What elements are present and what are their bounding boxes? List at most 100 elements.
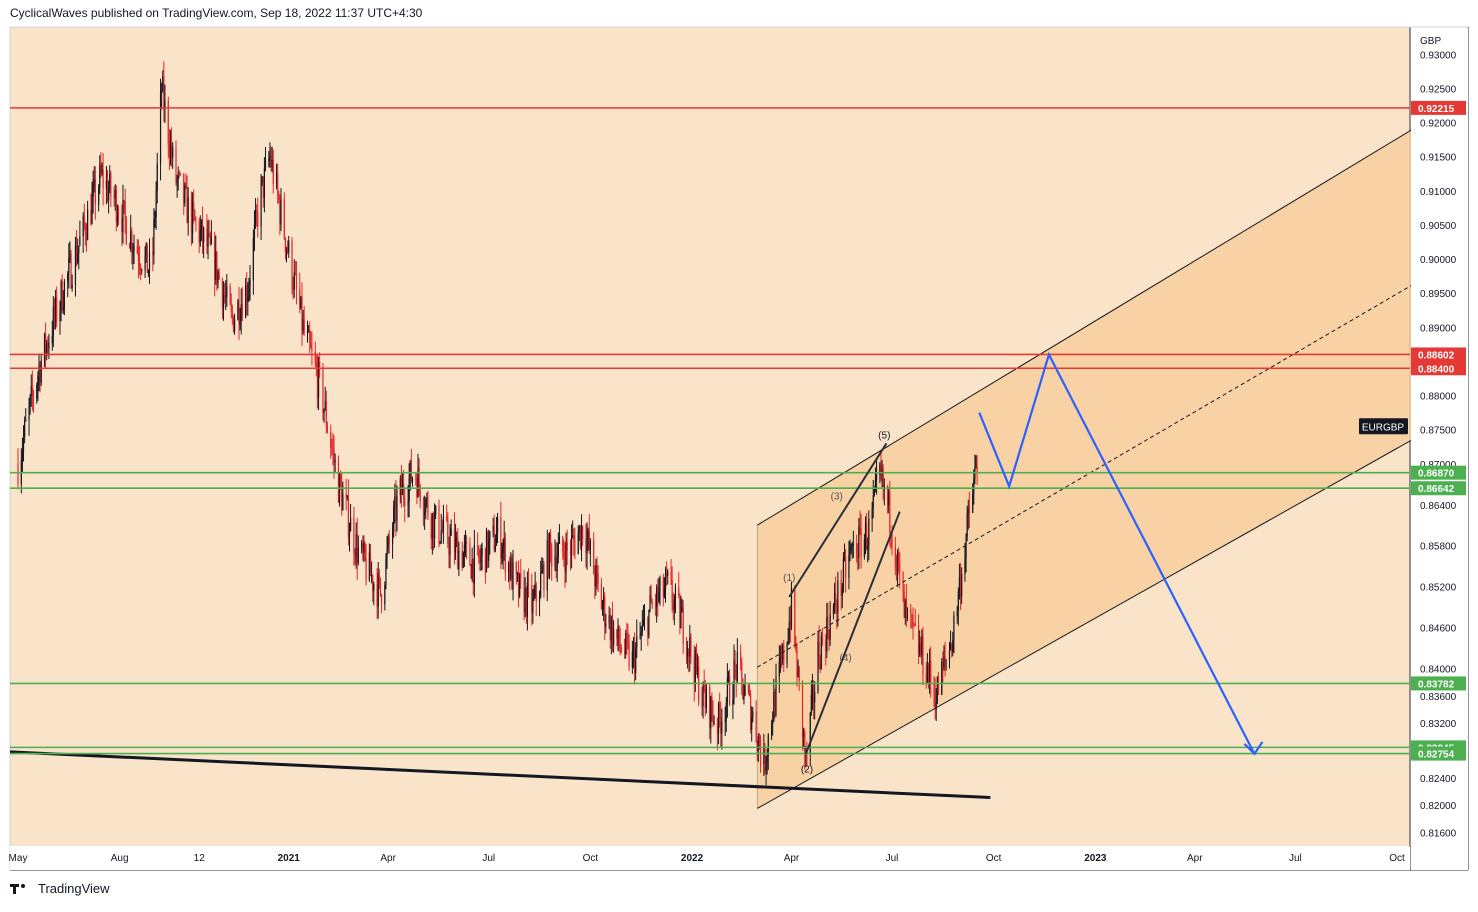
candle-body bbox=[595, 565, 597, 587]
candle-body bbox=[92, 185, 94, 197]
level-badge-label: 0.86870 bbox=[1418, 469, 1455, 480]
publisher-info: CyclicalWaves published on TradingView.c… bbox=[10, 6, 423, 20]
candle-body bbox=[680, 611, 682, 629]
candle-body bbox=[241, 303, 243, 318]
candle-body bbox=[565, 541, 567, 573]
candle-body bbox=[783, 645, 785, 664]
candle-body bbox=[682, 607, 684, 644]
candle-body bbox=[462, 553, 464, 568]
candle-body bbox=[741, 662, 743, 679]
candle-body bbox=[271, 159, 273, 168]
candle-body bbox=[146, 243, 148, 274]
wave-label: (2) bbox=[801, 764, 813, 775]
candle-body bbox=[956, 611, 958, 616]
candle-body bbox=[480, 555, 482, 563]
candle-body bbox=[659, 577, 661, 592]
price-tick-label: 0.90000 bbox=[1420, 255, 1457, 266]
candle-body bbox=[40, 360, 42, 383]
level-badge-label: 0.88602 bbox=[1418, 350, 1455, 361]
candle-body bbox=[880, 464, 882, 476]
candle-body bbox=[867, 545, 869, 550]
candle-body bbox=[393, 507, 395, 532]
candle-body bbox=[458, 549, 460, 570]
candle-body bbox=[866, 522, 868, 550]
candle-body bbox=[828, 633, 830, 640]
candle-body bbox=[526, 582, 528, 617]
candle-body bbox=[551, 546, 553, 567]
candle-body bbox=[155, 191, 157, 218]
candle-body bbox=[71, 284, 73, 288]
candle-body bbox=[689, 636, 691, 656]
candle-body bbox=[147, 270, 149, 274]
candle-body bbox=[510, 558, 512, 580]
candle-body bbox=[439, 541, 441, 543]
candle-body bbox=[419, 485, 421, 502]
candle-body bbox=[780, 657, 783, 661]
candle-body bbox=[222, 294, 225, 309]
candle-body bbox=[152, 251, 154, 255]
time-tick-label: Jul bbox=[1289, 853, 1302, 864]
candle-body bbox=[509, 563, 511, 580]
candle-body bbox=[319, 361, 321, 368]
candle-body bbox=[603, 596, 605, 606]
candle-body bbox=[895, 566, 898, 571]
candle-body bbox=[667, 571, 669, 577]
candle-body bbox=[874, 479, 877, 489]
candle-body bbox=[488, 540, 490, 561]
candle-body bbox=[728, 676, 731, 705]
candle-body bbox=[140, 266, 142, 270]
candle-body bbox=[520, 573, 522, 579]
candle-body bbox=[650, 595, 652, 604]
candle-body bbox=[554, 556, 556, 567]
candle-body bbox=[109, 173, 111, 190]
candle-body bbox=[453, 528, 456, 554]
candle-body bbox=[812, 685, 815, 703]
candle-body bbox=[538, 596, 541, 602]
candle-body bbox=[324, 401, 326, 410]
candle-body bbox=[388, 536, 390, 544]
candle-body bbox=[302, 319, 304, 331]
candle-body bbox=[247, 296, 249, 303]
candle-body bbox=[432, 513, 435, 539]
candle-body bbox=[624, 651, 626, 655]
forecast-path bbox=[978, 351, 1256, 755]
candle-body bbox=[62, 307, 64, 311]
candle-body bbox=[948, 650, 951, 660]
time-tick-label: Apr bbox=[380, 853, 396, 864]
price-tick-label: 0.81600 bbox=[1420, 828, 1457, 839]
candle-body bbox=[187, 197, 189, 223]
candle-body bbox=[330, 432, 332, 448]
time-tick-label: May bbox=[9, 853, 28, 864]
candle-body bbox=[511, 558, 513, 590]
candle-body bbox=[376, 583, 378, 607]
candle-body bbox=[272, 159, 274, 185]
candle-body bbox=[525, 588, 527, 617]
candle-body bbox=[670, 571, 672, 581]
candle-body bbox=[636, 636, 638, 648]
candle-body bbox=[170, 142, 173, 158]
candle-body bbox=[191, 201, 194, 234]
candle-body bbox=[424, 512, 426, 515]
candle-body bbox=[91, 196, 93, 224]
level-badge-label: 0.83782 bbox=[1418, 679, 1455, 690]
candle-body bbox=[129, 243, 131, 249]
candle-body bbox=[533, 595, 535, 598]
candle-body bbox=[323, 409, 325, 414]
candle-body bbox=[404, 497, 406, 507]
candle-body bbox=[820, 636, 822, 669]
candle-body bbox=[417, 467, 419, 497]
candle-body bbox=[898, 551, 900, 566]
candle-body bbox=[736, 651, 738, 681]
candle-body bbox=[601, 605, 604, 610]
candle-body bbox=[600, 583, 603, 610]
candle-body bbox=[842, 558, 845, 587]
price-tick-label: 0.89500 bbox=[1420, 289, 1457, 300]
candle-body bbox=[905, 600, 907, 611]
candle-body bbox=[369, 552, 372, 576]
candle-body bbox=[627, 638, 629, 643]
candle-body bbox=[811, 685, 814, 695]
candle-body bbox=[349, 517, 352, 532]
candle-body bbox=[217, 271, 219, 283]
